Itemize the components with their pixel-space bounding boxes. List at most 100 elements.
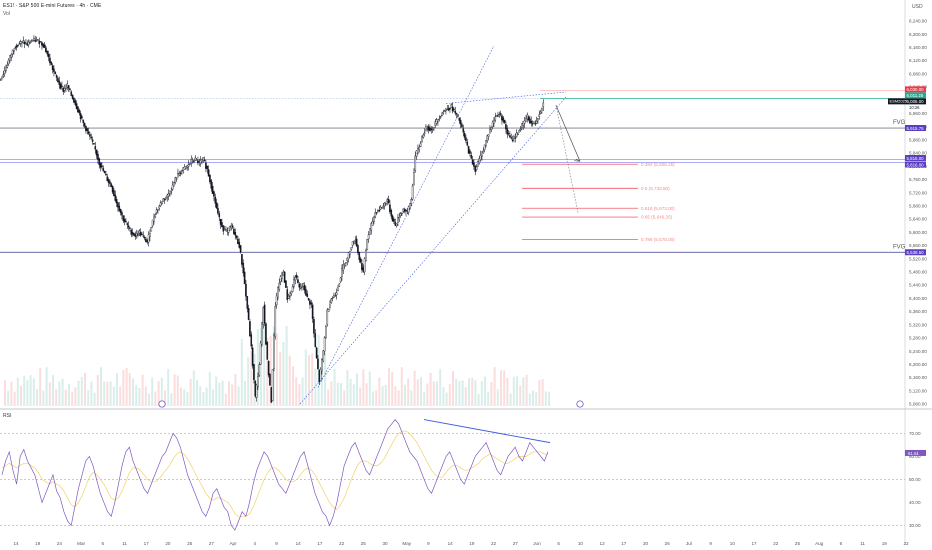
volume-bar	[480, 381, 483, 406]
candle-body	[497, 115, 499, 117]
volume-bar	[381, 386, 384, 406]
price-tag-level-a-bg	[905, 154, 926, 161]
fib-level-label: 0.382 (5,806.25)	[641, 162, 675, 167]
candle-body	[270, 387, 273, 403]
candle-body	[274, 306, 277, 338]
candle-body	[445, 108, 447, 111]
volume-bar	[458, 381, 461, 406]
time-tick-label: Apr	[229, 541, 237, 546]
time-tick-label: 22	[339, 541, 345, 546]
candle-body	[259, 342, 262, 365]
candle-body	[485, 140, 487, 146]
candle-body	[241, 254, 243, 265]
candle-body	[45, 47, 47, 53]
candle-body	[39, 41, 42, 43]
volume-bar	[215, 376, 218, 406]
candle-body	[506, 128, 509, 135]
volume-bar	[292, 366, 294, 406]
candle-body	[373, 217, 375, 222]
candle-body	[502, 117, 505, 122]
candle-body	[435, 119, 438, 124]
volume-bar	[119, 386, 122, 406]
volume-bar	[455, 378, 458, 406]
time-tick-label: 25	[361, 541, 367, 546]
candle-body	[517, 133, 519, 136]
fvg-upper-label: FVG	[893, 120, 906, 126]
volume-bar	[327, 389, 330, 406]
candle-body	[471, 159, 474, 165]
bar-countdown: 10:26	[909, 105, 920, 110]
candle-body	[2, 74, 5, 77]
time-tick-label: 25	[795, 541, 801, 546]
time-axis: 14 19 24 Mar 6 11 17 20 25 27 Apr 4 9 14 17 22 25 30 May 9 1…	[13, 541, 909, 546]
candle-body	[354, 240, 357, 242]
volume-bar	[461, 380, 464, 406]
candle-body	[191, 161, 194, 163]
volume-bar	[368, 371, 371, 406]
volume-bar	[180, 387, 182, 406]
price-tag-last: 6,005.00	[907, 99, 925, 104]
candle-body	[454, 111, 457, 114]
time-tick-label: 17	[751, 541, 757, 546]
candle-body	[199, 160, 202, 164]
volume-bar	[471, 377, 474, 406]
price-tick-label: 5,520.00	[909, 256, 927, 261]
time-tick-label: 22	[903, 541, 909, 546]
candle-body	[447, 108, 450, 111]
candle-body	[99, 162, 102, 168]
candle-body	[299, 286, 302, 289]
candle-body	[127, 225, 130, 228]
candle-body	[126, 223, 129, 225]
volume-bar	[442, 387, 445, 406]
volume-bar	[490, 381, 493, 406]
time-tick-label: 9	[427, 541, 430, 546]
candle-body	[399, 213, 402, 217]
candle-body	[538, 114, 541, 117]
price-tag-last-bg	[905, 98, 926, 105]
candle-body	[402, 208, 405, 212]
volume-bar	[103, 381, 106, 406]
price-tick-label: 5,440.00	[909, 283, 927, 288]
price-tick-label: 5,960.00	[909, 111, 927, 116]
candle-body	[70, 91, 73, 96]
time-tick-label: 6	[102, 541, 105, 546]
candle-body	[509, 135, 511, 138]
volume-bar	[199, 386, 202, 406]
candle-body	[130, 229, 133, 235]
candle-body	[253, 364, 255, 381]
candle-body	[289, 295, 291, 297]
time-tick-label: 19	[35, 541, 41, 546]
candle-body	[533, 121, 535, 124]
volume-bar	[116, 373, 118, 406]
price-series	[0, 35, 545, 404]
candle-body	[277, 287, 279, 298]
volume-bar	[52, 375, 54, 406]
candle-body	[266, 342, 269, 360]
candle-body	[67, 85, 70, 89]
candle-body	[358, 251, 361, 260]
price-tick-label: 5,400.00	[909, 296, 927, 301]
candle-body	[258, 364, 261, 376]
candle-body	[481, 154, 483, 157]
candle-body	[246, 295, 249, 309]
volume-bar	[324, 352, 326, 406]
volume-bar	[288, 355, 291, 406]
volume-bar	[388, 368, 390, 406]
candle-body	[339, 277, 342, 283]
candle-body	[182, 167, 185, 171]
price-tick-label: 5,560.00	[909, 243, 927, 248]
rsi-tick-label: 30.00	[909, 523, 921, 528]
volume-bar	[340, 383, 342, 406]
volume-bar	[413, 370, 416, 406]
time-tick-label: 17	[317, 541, 323, 546]
candle-body	[238, 242, 241, 248]
candle-body	[290, 290, 293, 295]
fib-level-label: 0.786 (5,578.00)	[641, 237, 675, 242]
candle-body	[521, 123, 523, 128]
volume-bar	[314, 368, 317, 406]
candle-body	[446, 109, 449, 111]
candle-body	[5, 67, 7, 71]
candle-body	[355, 238, 358, 246]
candle-body	[17, 44, 19, 46]
